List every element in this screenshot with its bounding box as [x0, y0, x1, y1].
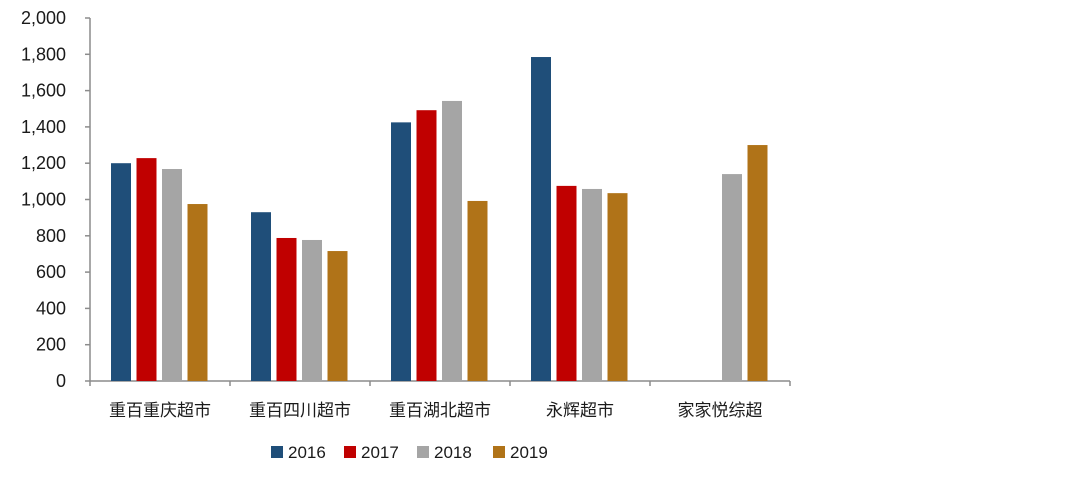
bar-2019-1 [327, 251, 348, 381]
x-category-label: 永辉超市 [546, 401, 614, 421]
legend: 2016 2017 2018 2019 [271, 443, 548, 462]
bar-2019-0 [187, 204, 208, 381]
x-category-label: 重百湖北超市 [389, 401, 491, 421]
bar-2017-2 [416, 110, 437, 382]
bar-2016-1 [251, 212, 271, 381]
y-tick-label: 1,000 [21, 190, 66, 210]
x-category-label: 重百重庆超市 [109, 401, 211, 421]
bar-2019-4 [747, 145, 768, 381]
bar-2017-1 [276, 237, 297, 381]
y-tick-label: 400 [36, 298, 66, 318]
y-tick-label: 2,000 [21, 8, 66, 28]
y-tick-label: 200 [36, 335, 66, 355]
y-tick-label: 600 [36, 262, 66, 282]
y-axis: 0 200 400 600 800 1,000 1,200 1,400 1,600 1,800 2,… [21, 8, 91, 391]
bar-2018-1 [302, 239, 322, 381]
legend-label: 2018 [434, 443, 472, 462]
x-category-label: 家家悦综超 [678, 401, 763, 421]
y-tick-label: 800 [36, 226, 66, 246]
legend-swatch-2019 [493, 446, 505, 458]
x-axis: 重百重庆超市 重百四川超市 重百湖北超市 永辉超市 家家悦综超 [89, 380, 791, 421]
x-category-label: 重百四川超市 [249, 401, 351, 421]
legend-swatch-2018 [417, 446, 429, 458]
bar-2016-3 [531, 57, 551, 382]
legend-label: 2017 [361, 443, 399, 462]
bar-2018-4 [722, 174, 742, 381]
bar-2018-3 [582, 188, 602, 381]
bar-2018-0 [162, 169, 182, 381]
y-tick-label: 1,800 [21, 44, 66, 64]
bar-2019-2 [467, 200, 488, 381]
bar-2016-2 [391, 122, 411, 382]
y-tick-label: 1,200 [21, 153, 66, 173]
bars [111, 57, 768, 382]
y-tick-label: 1,400 [21, 117, 66, 137]
bar-2017-0 [136, 158, 157, 381]
bar-2019-3 [607, 193, 628, 381]
y-tick-label: 1,600 [21, 81, 66, 101]
legend-swatch-2017 [344, 446, 356, 458]
legend-swatch-2016 [271, 446, 283, 458]
y-tick-label: 0 [56, 371, 66, 391]
bar-2018-2 [442, 100, 462, 382]
bar-2016-0 [111, 163, 131, 381]
bar-2017-3 [556, 185, 577, 381]
legend-label: 2016 [288, 443, 326, 462]
legend-label: 2019 [510, 443, 548, 462]
